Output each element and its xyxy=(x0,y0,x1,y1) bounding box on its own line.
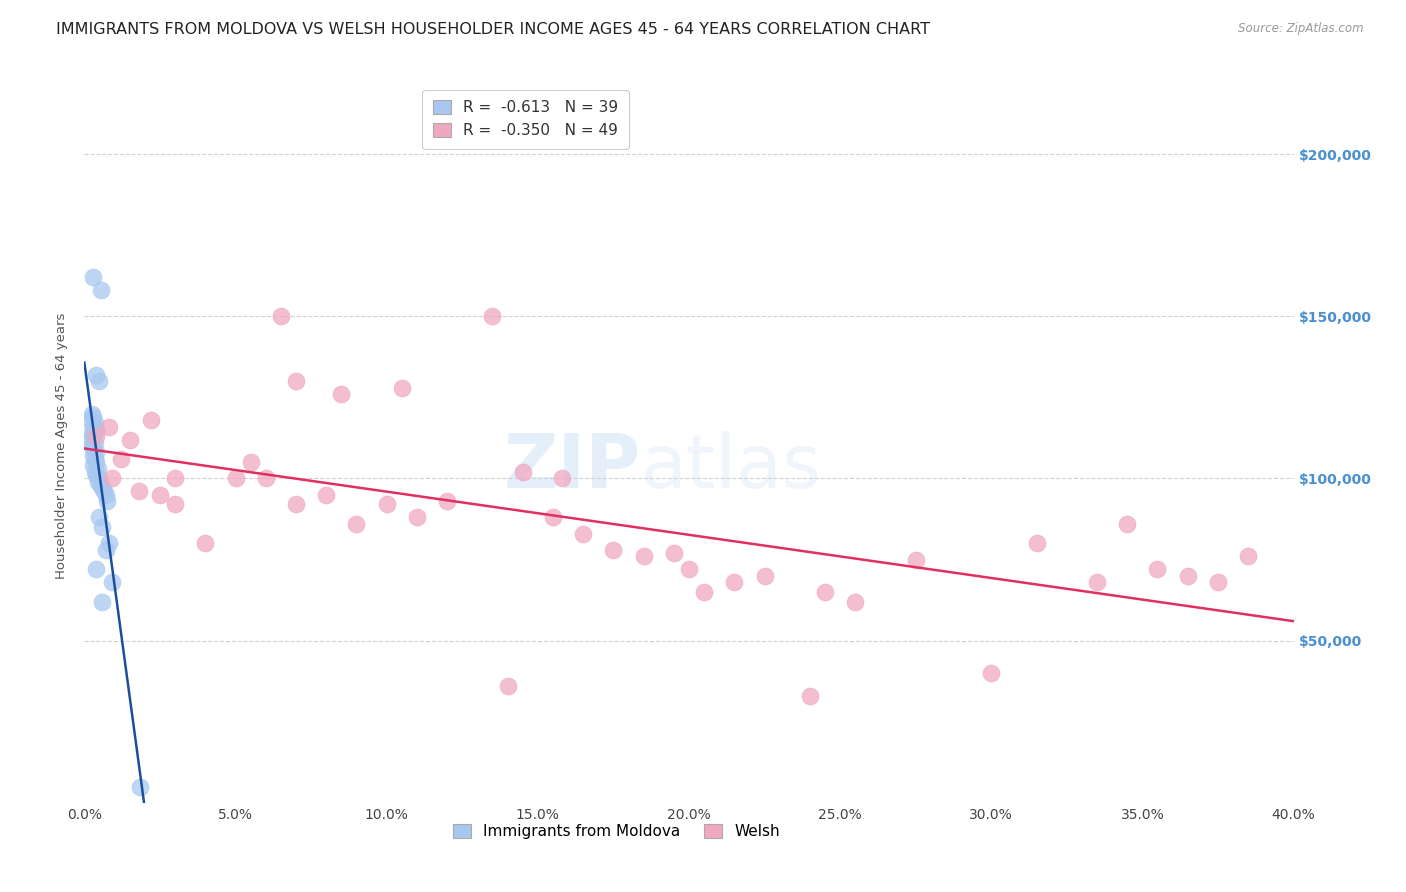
Point xyxy=(678,562,700,576)
Text: IMMIGRANTS FROM MOLDOVA VS WELSH HOUSEHOLDER INCOME AGES 45 - 64 YEARS CORRELATI: IMMIGRANTS FROM MOLDOVA VS WELSH HOUSEHO… xyxy=(56,22,931,37)
Point xyxy=(980,666,1002,681)
Point xyxy=(436,494,458,508)
Point xyxy=(541,510,564,524)
Point xyxy=(1116,516,1139,531)
Point xyxy=(89,471,111,485)
Point xyxy=(86,562,108,576)
Point xyxy=(602,542,624,557)
Point xyxy=(91,481,114,495)
Point xyxy=(86,429,108,443)
Point xyxy=(86,423,108,437)
Point xyxy=(89,374,111,388)
Y-axis label: Householder Income Ages 45 - 64 years: Householder Income Ages 45 - 64 years xyxy=(55,313,69,579)
Point xyxy=(165,497,187,511)
Point xyxy=(330,387,353,401)
Text: atlas: atlas xyxy=(641,431,821,504)
Point xyxy=(80,407,103,421)
Point xyxy=(662,546,685,560)
Point xyxy=(82,419,104,434)
Point xyxy=(129,780,152,794)
Point xyxy=(84,465,107,479)
Point xyxy=(90,478,112,492)
Point xyxy=(285,497,308,511)
Point xyxy=(723,575,745,590)
Point xyxy=(270,310,292,324)
Point xyxy=(91,520,114,534)
Point xyxy=(110,452,132,467)
Point xyxy=(82,429,104,443)
Point xyxy=(94,488,117,502)
Point xyxy=(572,526,595,541)
Point xyxy=(1085,575,1108,590)
Point xyxy=(79,413,101,427)
Point xyxy=(87,461,110,475)
Point xyxy=(87,475,110,489)
Text: ZIP: ZIP xyxy=(503,431,641,504)
Point xyxy=(84,435,107,450)
Point xyxy=(165,471,187,485)
Point xyxy=(285,374,308,388)
Point xyxy=(86,468,108,483)
Point xyxy=(82,409,104,424)
Point xyxy=(80,439,103,453)
Point xyxy=(80,425,103,440)
Point xyxy=(254,471,277,485)
Point xyxy=(315,488,337,502)
Point xyxy=(94,542,117,557)
Point xyxy=(82,458,104,473)
Point xyxy=(1025,536,1047,550)
Point xyxy=(97,419,120,434)
Point xyxy=(633,549,655,564)
Point xyxy=(93,484,115,499)
Point xyxy=(512,465,534,479)
Point xyxy=(904,552,927,566)
Point xyxy=(844,595,866,609)
Point xyxy=(1146,562,1168,576)
Point xyxy=(346,516,368,531)
Point xyxy=(551,471,574,485)
Point xyxy=(89,510,111,524)
Point xyxy=(391,381,413,395)
Point xyxy=(239,455,262,469)
Point xyxy=(97,536,120,550)
Point xyxy=(84,417,107,431)
Point xyxy=(406,510,429,524)
Point xyxy=(1206,575,1229,590)
Text: Source: ZipAtlas.com: Source: ZipAtlas.com xyxy=(1239,22,1364,36)
Point xyxy=(1177,568,1199,582)
Point xyxy=(375,497,398,511)
Point xyxy=(481,310,503,324)
Point xyxy=(814,585,837,599)
Point xyxy=(1237,549,1260,564)
Point xyxy=(82,449,104,463)
Point xyxy=(225,471,247,485)
Point xyxy=(754,568,776,582)
Point xyxy=(84,452,107,467)
Point xyxy=(86,455,108,469)
Point xyxy=(139,413,162,427)
Point xyxy=(496,679,519,693)
Point xyxy=(194,536,217,550)
Legend: Immigrants from Moldova, Welsh: Immigrants from Moldova, Welsh xyxy=(447,818,786,845)
Point xyxy=(693,585,716,599)
Point xyxy=(799,689,821,703)
Point xyxy=(149,488,172,502)
Point xyxy=(82,442,104,457)
Point xyxy=(82,270,104,285)
Point xyxy=(90,283,112,297)
Point xyxy=(86,445,108,459)
Point xyxy=(79,433,101,447)
Point xyxy=(91,595,114,609)
Point xyxy=(118,433,141,447)
Point xyxy=(96,494,118,508)
Point xyxy=(86,368,108,382)
Point xyxy=(100,575,122,590)
Point xyxy=(100,471,122,485)
Point xyxy=(128,484,150,499)
